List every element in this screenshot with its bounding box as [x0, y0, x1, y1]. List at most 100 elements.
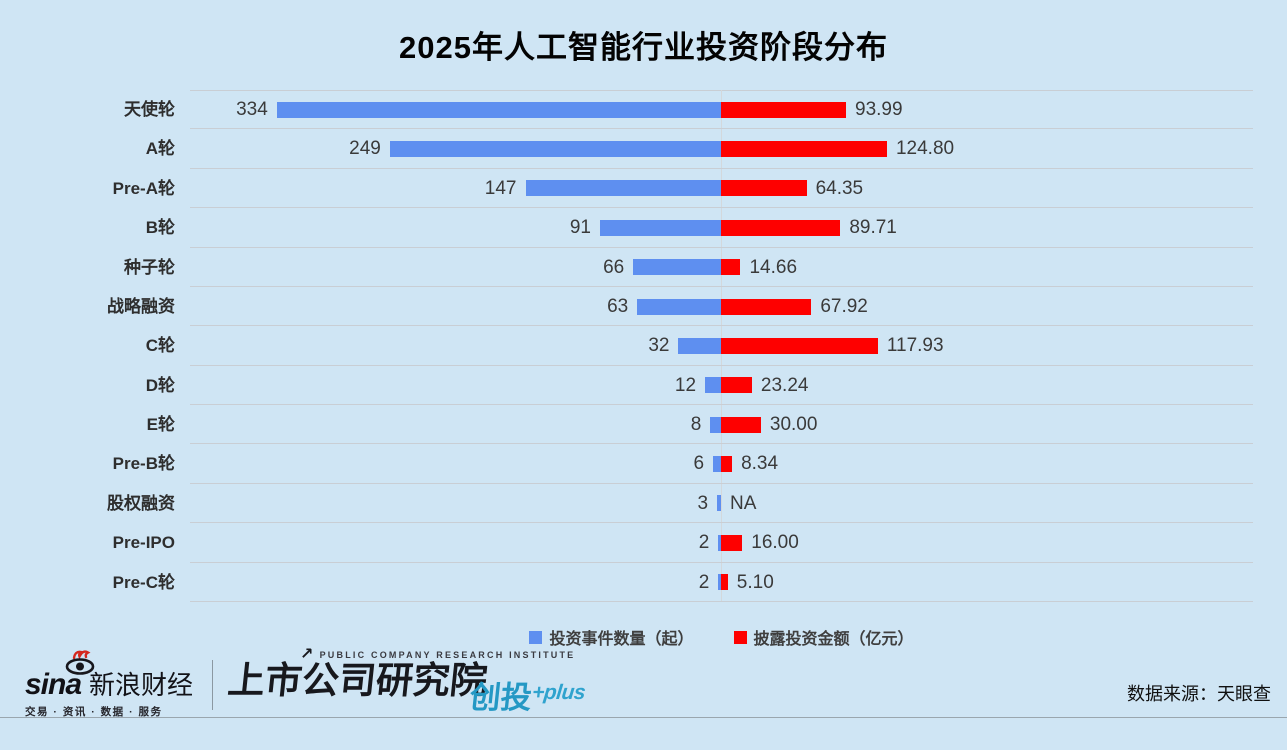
category-label: 战略融资 — [107, 296, 175, 316]
legend-label-amount: 披露投资金额（亿元） — [753, 631, 914, 648]
amount-bar — [721, 141, 887, 158]
amount-value-label: 93.99 — [855, 99, 903, 120]
amount-bar — [721, 180, 807, 197]
amount-value-label: 30.00 — [769, 414, 818, 435]
institute-en-text: PUBLIC COMPANY RESEARCH INSTITUTE — [319, 650, 576, 660]
sina-eye-flame-icon — [65, 650, 95, 675]
amount-value-label: 117.93 — [886, 335, 944, 357]
category-label: A轮 — [145, 139, 175, 159]
chart-row: C轮 32 117.93 — [0, 326, 1287, 366]
chuangtou-text: 创投 — [467, 680, 534, 715]
amount-value-label: 5.10 — [736, 571, 774, 593]
institute-en-line: ↗ PUBLIC COMPANY RESEARCH INSTITUTE — [228, 646, 576, 663]
amount-value-label: 16.00 — [751, 532, 799, 554]
row-separator — [190, 285, 1253, 287]
row-separator — [190, 128, 1253, 130]
arrow-up-right-icon: ↗ — [300, 646, 316, 663]
sina-brand-text: sina — [25, 668, 82, 701]
research-institute-logo: ↗ PUBLIC COMPANY RESEARCH INSTITUTE 上市公司… — [226, 646, 576, 702]
count-value-label: 8 — [690, 414, 702, 435]
category-label: 股权融资 — [107, 493, 175, 513]
count-value-label: 2 — [698, 571, 710, 593]
chart-row: B轮 91 89.71 — [0, 208, 1287, 248]
chart-row: 战略融资 63 67.92 — [0, 287, 1287, 327]
sina-finance-logo: sina 新浪财经 交易 · 资讯 · 数据 · 服务 — [25, 650, 210, 719]
amount-value-label: 14.66 — [749, 256, 798, 278]
row-separator — [190, 404, 1253, 405]
count-value-label: 63 — [607, 295, 629, 317]
amount-bar — [721, 416, 761, 433]
chart-row: Pre-IPO 2 16.00 — [0, 523, 1287, 563]
amount-value-label: 8.34 — [741, 453, 779, 475]
plus-suffix-text: +plus — [531, 681, 587, 704]
category-label: 天使轮 — [124, 100, 175, 119]
amount-value-label: 89.71 — [849, 217, 897, 239]
count-bar — [276, 101, 721, 118]
count-value-label: 334 — [236, 99, 268, 120]
chuangtou-plus-logo: 创投+plus — [468, 672, 588, 717]
amount-bar — [721, 456, 733, 473]
row-separator — [190, 561, 1253, 563]
count-value-label: 32 — [648, 335, 670, 357]
legend-swatch-blue-icon — [529, 630, 543, 644]
count-value-label: 91 — [569, 217, 591, 239]
count-bar — [389, 141, 721, 158]
chart-row: D轮 12 23.24 — [0, 366, 1287, 405]
row-separator — [190, 364, 1253, 366]
amount-value-label: 64.35 — [815, 177, 864, 199]
category-label: C轮 — [145, 336, 175, 356]
chart-rows: 天使轮 334 93.99 A轮 249 124.80 Pre-A轮 147 6… — [0, 90, 1287, 602]
chart-row: Pre-B轮 6 8.34 — [0, 444, 1287, 484]
count-bar — [678, 337, 721, 354]
count-value-label: 2 — [698, 532, 710, 554]
chart-row: 种子轮 66 14.66 — [0, 248, 1287, 287]
amount-bar — [721, 298, 812, 315]
row-separator — [190, 443, 1253, 445]
chart-row: 股权融资 3 NA — [0, 484, 1287, 524]
count-bar — [599, 219, 721, 236]
sina-finance-cn-text: 新浪财经 — [89, 670, 194, 701]
category-label: D轮 — [145, 375, 175, 395]
row-separator — [190, 167, 1253, 169]
diverging-bar-chart: 天使轮 334 93.99 A轮 249 124.80 Pre-A轮 147 6… — [0, 90, 1287, 603]
count-bar — [525, 180, 721, 197]
chart-row: Pre-C轮 2 5.10 — [0, 563, 1287, 602]
category-label: Pre-A轮 — [112, 178, 175, 198]
amount-value-label: 67.92 — [820, 295, 868, 317]
count-value-label: 147 — [484, 177, 517, 199]
amount-value-label: NA — [730, 492, 757, 514]
row-separator — [190, 246, 1253, 248]
legend-label-count: 投资事件数量（起） — [549, 631, 694, 648]
count-bar — [718, 534, 721, 551]
chart-legend: 投资事件数量（起） 披露投资金额（亿元） — [190, 622, 1253, 652]
amount-bar — [721, 377, 752, 394]
chart-row: 天使轮 334 93.99 — [0, 90, 1287, 130]
amount-bar — [721, 534, 743, 551]
category-label: 种子轮 — [124, 257, 175, 277]
legend-item-count: 投资事件数量（起） — [529, 625, 694, 649]
footer-vertical-divider — [212, 660, 213, 710]
count-bar — [710, 416, 721, 433]
footer-divider-line — [0, 717, 1287, 718]
amount-bar — [721, 337, 878, 354]
chart-row: A轮 249 124.80 — [0, 129, 1287, 169]
row-separator — [190, 600, 1253, 602]
count-value-label: 6 — [693, 453, 705, 475]
row-separator — [190, 207, 1253, 209]
count-value-label: 12 — [674, 374, 697, 396]
sina-tagline: 交易 · 资讯 · 数据 · 服务 — [25, 706, 163, 718]
row-separator — [190, 482, 1253, 484]
count-value-label: 66 — [603, 256, 625, 278]
amount-bar — [721, 259, 741, 276]
category-label: Pre-IPO — [112, 533, 175, 553]
count-bar — [717, 495, 721, 512]
chart-title: 2025年人工智能行业投资阶段分布 — [399, 30, 888, 65]
amount-value-label: 23.24 — [760, 374, 809, 396]
legend-item-amount: 披露投资金额（亿元） — [733, 625, 914, 649]
chart-row: E轮 8 30.00 — [0, 405, 1287, 445]
sina-wordmark: sina — [25, 650, 95, 701]
category-label: B轮 — [145, 218, 175, 238]
amount-bar — [721, 574, 728, 591]
count-value-label: 3 — [697, 492, 709, 514]
